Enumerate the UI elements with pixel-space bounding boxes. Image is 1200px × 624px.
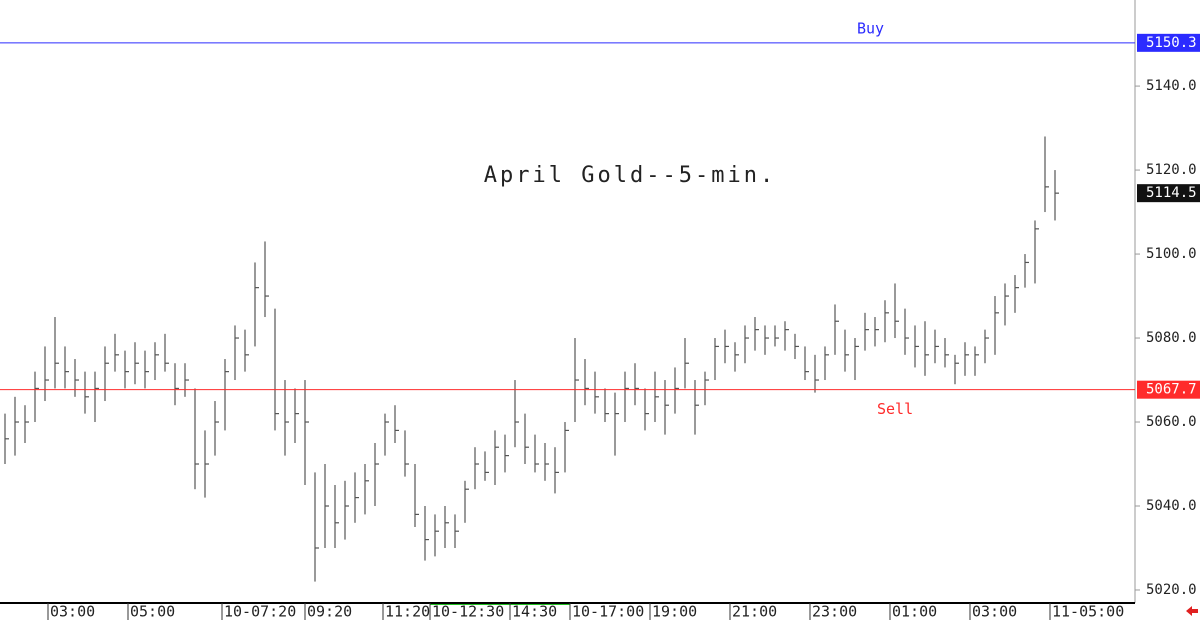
level-box <box>1137 33 1200 52</box>
y-tick-label: 5040.0 <box>1146 498 1197 514</box>
level-label: 5067.7 <box>1146 382 1197 398</box>
x-tick-label: 19:00 <box>652 603 697 621</box>
scroll-arrow[interactable] <box>1186 606 1198 616</box>
x-tick-label: 09:20 <box>307 603 352 621</box>
x-tick-label: 14:30 <box>512 603 557 621</box>
x-tick-label: 03:00 <box>50 603 95 621</box>
x-tick-label: 21:00 <box>732 603 777 621</box>
chart-title: April Gold--5-min. <box>484 163 776 188</box>
y-tick-label: 5120.0 <box>1146 162 1197 178</box>
level-box <box>1137 380 1200 399</box>
y-tick-label: 5080.0 <box>1146 330 1197 346</box>
level-label: 5150.3 <box>1146 35 1197 51</box>
x-tick-label: 11:20 <box>385 603 430 621</box>
y-tick-label: 5140.0 <box>1146 78 1197 94</box>
x-tick-label: 10-12:30 <box>432 603 504 621</box>
level-name: Buy <box>857 19 884 37</box>
x-tick-label: 03:00 <box>972 603 1017 621</box>
last-price-label: 5114.5 <box>1146 185 1197 201</box>
y-tick-label: 5020.0 <box>1146 582 1197 598</box>
x-tick-label: 05:00 <box>130 603 175 621</box>
x-tick-label: 23:00 <box>812 603 857 621</box>
x-tick-label: 10-17:00 <box>572 603 644 621</box>
level-name: Sell <box>877 400 913 418</box>
last-price-box <box>1137 184 1200 203</box>
x-tick-label: 10-07:20 <box>224 603 296 621</box>
y-tick-label: 5060.0 <box>1146 414 1197 430</box>
x-tick-label: 01:00 <box>892 603 937 621</box>
y-tick-label: 5100.0 <box>1146 246 1197 262</box>
x-tick-label: 11-05:00 <box>1052 603 1124 621</box>
